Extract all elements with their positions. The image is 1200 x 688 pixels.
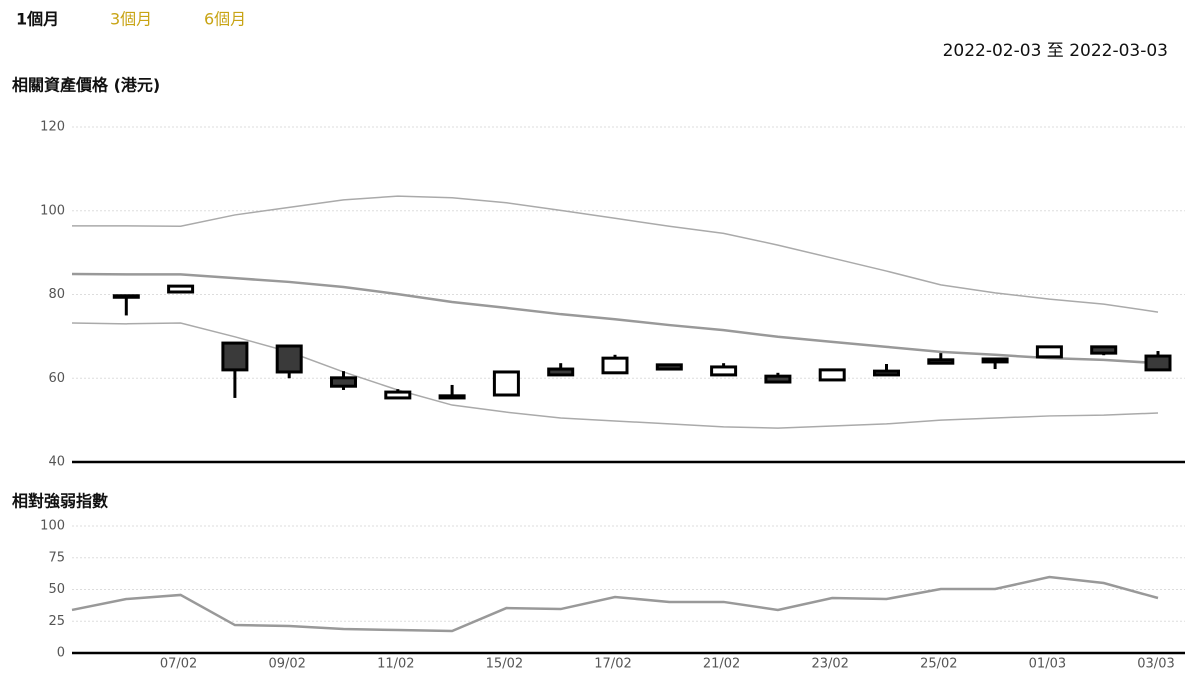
candle-body <box>818 368 846 382</box>
candle-body <box>547 367 575 377</box>
candle-body <box>1035 345 1063 359</box>
tab[interactable]: 6個月 <box>204 10 246 29</box>
candle-body <box>330 376 357 388</box>
x-tick-label: 11/02 <box>377 657 414 672</box>
candle-body <box>1144 354 1172 372</box>
candle-body <box>438 394 466 400</box>
x-tick-label: 07/02 <box>160 657 197 672</box>
band-line <box>72 195 1159 313</box>
date-range: 2022-02-03 至 2022-03-03 <box>943 41 1168 61</box>
x-tick-label: 09/02 <box>268 657 305 672</box>
x-tick-label: 01/03 <box>1029 657 1066 672</box>
band-line <box>71 322 1159 429</box>
candle-body <box>601 356 629 375</box>
y-tick-label: 40 <box>48 455 65 470</box>
tab[interactable]: 3個月 <box>110 10 152 29</box>
y-tick-label: 25 <box>48 614 65 629</box>
tab[interactable]: 1個月 <box>16 10 59 29</box>
y-tick-label: 75 <box>48 550 65 565</box>
y-tick-label: 50 <box>48 582 65 597</box>
x-tick-label: 25/02 <box>920 657 957 672</box>
candle-body <box>221 341 249 372</box>
candle-body <box>655 363 683 371</box>
y-tick-label: 80 <box>48 287 65 302</box>
x-tick-label: 17/02 <box>594 657 631 672</box>
y-tick-label: 60 <box>48 371 65 386</box>
candle-body <box>710 365 738 377</box>
candle-body <box>981 357 1009 364</box>
y-tick-label: 120 <box>40 120 65 135</box>
candle-body <box>384 390 412 400</box>
x-tick-label: 23/02 <box>811 657 848 672</box>
candle-body <box>492 370 520 397</box>
y-tick-label: 0 <box>57 646 65 661</box>
candle-body <box>1090 345 1118 355</box>
band-line <box>71 272 1159 365</box>
candle-body <box>927 358 955 365</box>
x-tick-label: 03/03 <box>1137 657 1174 672</box>
y-tick-label: 100 <box>40 519 65 534</box>
candle-body <box>873 369 900 377</box>
rsi-line <box>71 575 1159 633</box>
chart-title: 相對強弱指數 <box>12 492 108 511</box>
candle-body <box>764 374 792 384</box>
chart-title: 相關資產價格 (港元) <box>12 76 160 95</box>
candle-body <box>275 344 303 374</box>
candle-body <box>112 294 140 299</box>
x-tick-label: 15/02 <box>486 657 523 672</box>
candle-body <box>167 284 195 294</box>
x-tick-label: 21/02 <box>703 657 740 672</box>
y-tick-label: 100 <box>40 203 65 218</box>
